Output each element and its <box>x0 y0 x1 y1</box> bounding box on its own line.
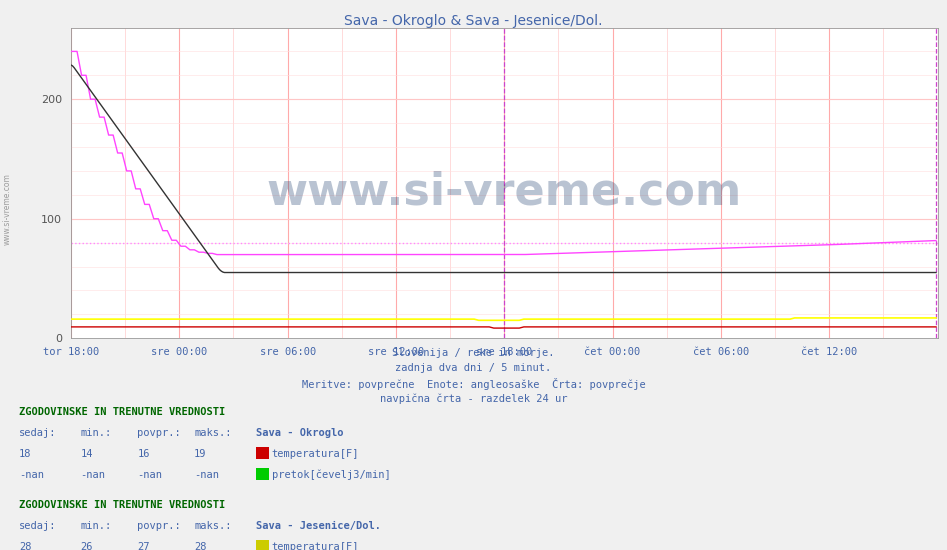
Text: temperatura[F]: temperatura[F] <box>272 542 359 550</box>
Text: povpr.:: povpr.: <box>137 428 181 438</box>
Text: -nan: -nan <box>19 470 44 480</box>
Text: min.:: min.: <box>80 428 112 438</box>
Text: Sava - Okroglo: Sava - Okroglo <box>256 428 343 438</box>
Text: -nan: -nan <box>137 470 162 480</box>
Text: temperatura[F]: temperatura[F] <box>272 449 359 459</box>
Text: -nan: -nan <box>194 470 219 480</box>
Text: zadnja dva dni / 5 minut.: zadnja dva dni / 5 minut. <box>396 363 551 373</box>
Text: Sava - Jesenice/Dol.: Sava - Jesenice/Dol. <box>256 521 381 531</box>
Text: 14: 14 <box>80 449 93 459</box>
Text: maks.:: maks.: <box>194 428 232 438</box>
Text: ZGODOVINSKE IN TRENUTNE VREDNOSTI: ZGODOVINSKE IN TRENUTNE VREDNOSTI <box>19 407 225 417</box>
Text: sedaj:: sedaj: <box>19 428 57 438</box>
Text: povpr.:: povpr.: <box>137 521 181 531</box>
Text: www.si-vreme.com: www.si-vreme.com <box>267 170 742 214</box>
Text: 26: 26 <box>80 542 93 550</box>
Text: ZGODOVINSKE IN TRENUTNE VREDNOSTI: ZGODOVINSKE IN TRENUTNE VREDNOSTI <box>19 500 225 510</box>
Text: Meritve: povprečne  Enote: angleosaške  Črta: povprečje: Meritve: povprečne Enote: angleosaške Čr… <box>302 378 645 390</box>
Text: 19: 19 <box>194 449 206 459</box>
Text: 18: 18 <box>19 449 31 459</box>
Text: 27: 27 <box>137 542 150 550</box>
Text: www.si-vreme.com: www.si-vreme.com <box>3 173 12 245</box>
Text: 28: 28 <box>19 542 31 550</box>
Text: Slovenija / reke in morje.: Slovenija / reke in morje. <box>392 348 555 358</box>
Text: navpična črta - razdelek 24 ur: navpična črta - razdelek 24 ur <box>380 394 567 404</box>
Text: 28: 28 <box>194 542 206 550</box>
Text: sedaj:: sedaj: <box>19 521 57 531</box>
Text: min.:: min.: <box>80 521 112 531</box>
Text: maks.:: maks.: <box>194 521 232 531</box>
Text: 16: 16 <box>137 449 150 459</box>
Text: -nan: -nan <box>80 470 105 480</box>
Text: pretok[čevelj3/min]: pretok[čevelj3/min] <box>272 470 390 480</box>
Text: Sava - Okroglo & Sava - Jesenice/Dol.: Sava - Okroglo & Sava - Jesenice/Dol. <box>345 14 602 28</box>
